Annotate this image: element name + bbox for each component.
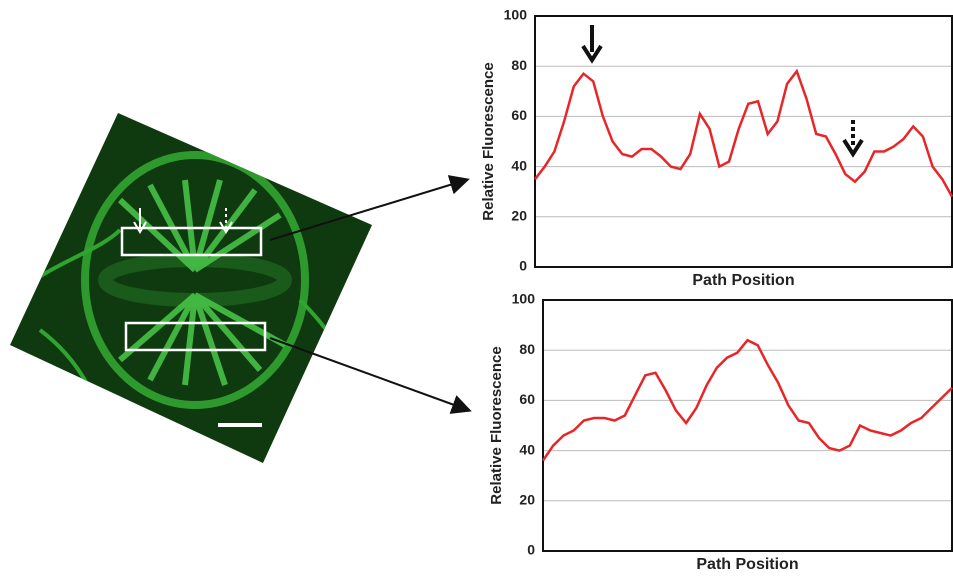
micrograph (10, 113, 372, 463)
y-tick-label: 40 (511, 157, 527, 173)
y-tick-label: 100 (504, 7, 528, 23)
y-axis-label: Relative Fluorescence (480, 62, 497, 220)
y-tick-label: 100 (512, 291, 536, 307)
y-tick-label: 40 (519, 441, 535, 457)
figure: 0 20 40 60 80 100 Path Position Relative Fluore… (0, 0, 953, 575)
y-tick-label: 60 (511, 107, 527, 123)
y-tick-label: 20 (511, 208, 527, 224)
y-tick-label: 80 (511, 57, 527, 73)
x-axis-label: Path Position (692, 272, 794, 289)
x-axis-label: Path Position (696, 556, 798, 573)
y-tick-label: 0 (519, 258, 527, 274)
y-axis-label: Relative Fluorescence (488, 346, 505, 504)
y-tick-label: 60 (519, 391, 535, 407)
plot-frame (543, 300, 952, 551)
y-tick-label: 20 (519, 492, 535, 508)
y-tick-label: 80 (519, 341, 535, 357)
data-line (535, 71, 952, 197)
y-tick-label: 0 (527, 542, 535, 558)
